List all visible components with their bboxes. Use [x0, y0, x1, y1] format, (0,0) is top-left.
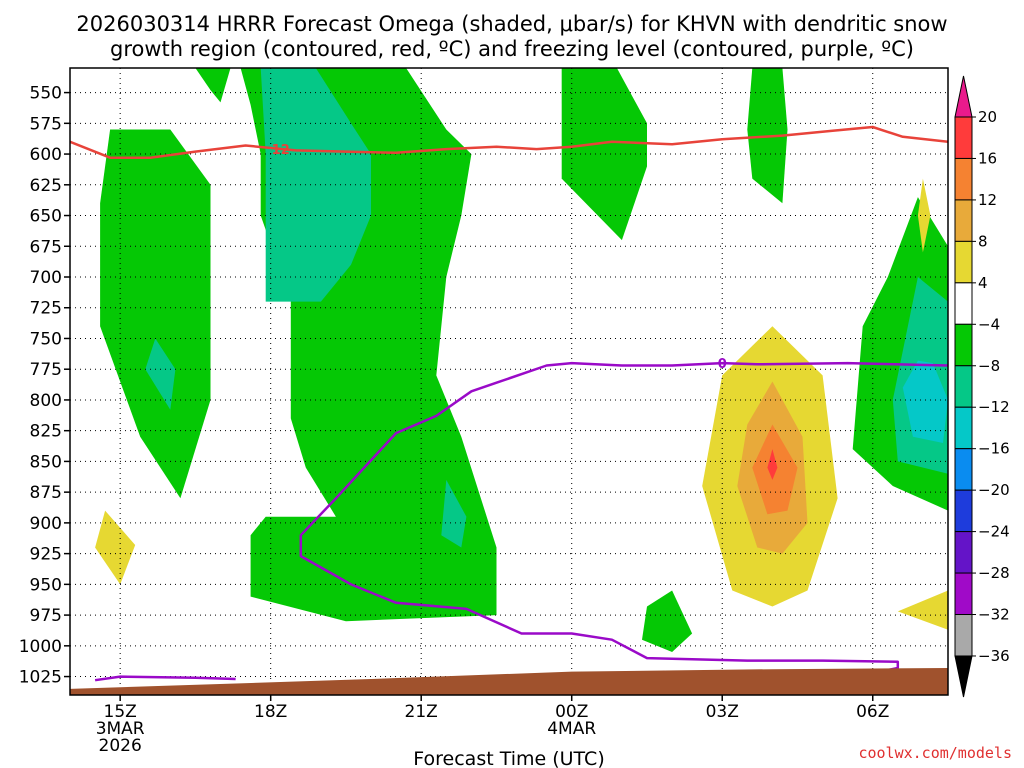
- y-tick-label-800: 800: [30, 391, 62, 411]
- omega-region-17: [917, 178, 931, 253]
- omega-region-11: [902, 360, 948, 443]
- y-tick-label-950: 950: [30, 575, 62, 595]
- colorbar-label-0: 20: [978, 108, 997, 126]
- colorbar-swatch-10: [954, 531, 973, 574]
- y-tick-label-650: 650: [30, 207, 62, 227]
- omega-region-8: [642, 590, 693, 652]
- y-tick-label-600: 600: [30, 145, 62, 165]
- colorbar-swatch-12: [954, 614, 973, 657]
- colorbar-label-3: 8: [978, 232, 988, 250]
- y-tick-label-875: 875: [30, 483, 62, 503]
- x-tick-label-0-0: 15Z: [104, 702, 137, 722]
- credit-text: coolwx.com/models: [858, 744, 1012, 762]
- y-tick-label-1000: 1000: [19, 637, 62, 657]
- y-tick-label-925: 925: [30, 545, 62, 565]
- y-tick-label-1025: 1025: [19, 668, 62, 688]
- colorbar-label-9: −20: [978, 481, 1010, 499]
- x-tick-label-6-0: 21Z: [405, 702, 438, 722]
- colorbar-swatch-9: [954, 489, 973, 533]
- y-tick-label-975: 975: [30, 606, 62, 626]
- y-tick-label-625: 625: [30, 176, 62, 196]
- colorbar-swatch-11: [954, 572, 973, 616]
- chart-title-line2: growth region (contoured, red, ºC) and f…: [110, 37, 914, 61]
- contour-line-1: [94, 675, 236, 682]
- colorbar-label-1: 16: [978, 149, 997, 167]
- colorbar-bottom-arrow: [954, 655, 973, 698]
- y-tick-label-700: 700: [30, 268, 62, 288]
- y-tick-label-900: 900: [30, 514, 62, 534]
- colorbar-swatch-4: [954, 282, 973, 325]
- y-tick-label-575: 575: [30, 114, 62, 134]
- x-axis-label: Forecast Time (UTC): [413, 748, 604, 768]
- x-tick-label-12-0: 03Z: [706, 702, 739, 722]
- omega-region-6: [561, 68, 647, 241]
- contour-label-2: 0: [718, 357, 727, 372]
- contour-line-0: [70, 125, 948, 159]
- colorbar-swatch-6: [954, 365, 973, 408]
- y-tick-label-775: 775: [30, 360, 62, 380]
- colorbar-label-6: −8: [978, 357, 1000, 375]
- y-tick-label-675: 675: [30, 237, 62, 257]
- colorbar-label-5: −4: [978, 315, 1000, 333]
- omega-region-15: [767, 449, 778, 480]
- colorbar-swatch-2: [954, 199, 973, 242]
- omega-region-18: [897, 590, 948, 630]
- contour-label-0: 12: [272, 143, 290, 158]
- colorbar-swatch-1: [954, 157, 973, 201]
- omega-region-1: [145, 338, 176, 410]
- colorbar-label-12: −32: [978, 606, 1010, 624]
- x-tick-label-3-0: 18Z: [254, 702, 287, 722]
- y-tick-label-825: 825: [30, 422, 62, 442]
- ground-terrain: [70, 668, 948, 695]
- contour-line-2: [299, 361, 948, 675]
- colorbar-label-8: −16: [978, 440, 1010, 458]
- x-tick-label-15-0: 06Z: [856, 702, 889, 722]
- y-tick-label-725: 725: [30, 299, 62, 319]
- x-tick-label-9-1: 4MAR: [547, 719, 596, 739]
- y-tick-label-750: 750: [30, 329, 62, 349]
- x-tick-label-0-1: 3MAR: [96, 719, 145, 739]
- omega-region-5: [441, 479, 467, 548]
- x-tick-label-9-0: 00Z: [555, 702, 588, 722]
- colorbar-top-arrow: [954, 75, 973, 118]
- omega-region-16: [95, 510, 136, 585]
- colorbar-label-10: −24: [978, 523, 1010, 541]
- colorbar-label-2: 12: [978, 191, 997, 209]
- colorbar-swatch-3: [954, 240, 973, 284]
- colorbar-swatch-0: [954, 116, 973, 159]
- omega-region-2: [195, 68, 231, 103]
- colorbar-swatch-7: [954, 406, 973, 450]
- y-tick-label-550: 550: [30, 84, 62, 104]
- colorbar-label-7: −12: [978, 398, 1010, 416]
- colorbar-label-4: 4: [978, 274, 988, 292]
- y-tick-label-850: 850: [30, 452, 62, 472]
- chart-title-line1: 2026030314 HRRR Forecast Omega (shaded, …: [76, 12, 947, 36]
- colorbar-label-11: −28: [978, 564, 1010, 582]
- x-tick-label-0-2: 2026: [99, 736, 142, 756]
- colorbar-swatch-8: [954, 448, 973, 491]
- colorbar-swatch-5: [954, 323, 973, 367]
- omega-region-0: [100, 129, 211, 499]
- plot-frame: [69, 67, 949, 696]
- colorbar-label-13: −36: [978, 647, 1010, 665]
